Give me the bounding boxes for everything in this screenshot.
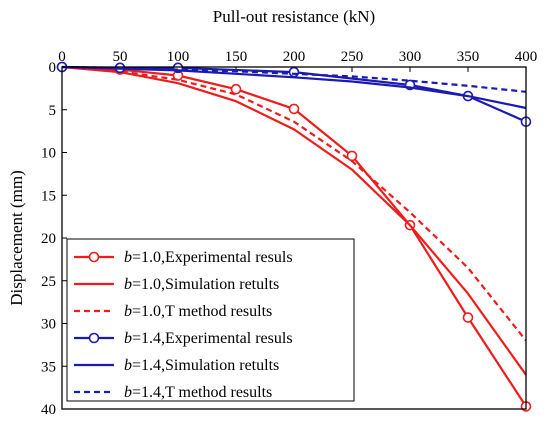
legend-label: b=1.4,T method results bbox=[124, 384, 272, 401]
legend-label: b=1.4,Simulation retults bbox=[124, 357, 279, 374]
legend-label-symbol: b bbox=[124, 303, 132, 320]
legend-label-text: =1.4,Simulation retults bbox=[132, 357, 279, 374]
legend-label-symbol: b bbox=[124, 330, 132, 347]
x-tick-label: 350 bbox=[457, 49, 480, 65]
legend-label-text: =1.4,T method results bbox=[132, 384, 272, 401]
x-axis-title: Pull-out resistance (kN) bbox=[213, 7, 375, 26]
y-tick-label: 15 bbox=[41, 188, 56, 204]
data-point bbox=[462, 312, 474, 323]
x-tick-label: 50 bbox=[113, 49, 128, 65]
data-point bbox=[288, 103, 300, 115]
data-point bbox=[230, 83, 242, 95]
y-tick-label: 30 bbox=[41, 317, 56, 333]
legend-label-symbol: b bbox=[124, 249, 132, 266]
legend-label-symbol: b bbox=[124, 384, 132, 401]
legend-label-text: =1.0,Experimental resuls bbox=[132, 249, 293, 266]
y-tick-label: 5 bbox=[49, 103, 57, 119]
series-line-1 bbox=[61, 65, 527, 376]
x-tick-label: 150 bbox=[225, 49, 248, 65]
legend-box bbox=[66, 238, 355, 402]
y-tick-label: 25 bbox=[41, 274, 56, 290]
x-tick-label: 200 bbox=[283, 49, 306, 65]
series-line-5 bbox=[61, 65, 527, 93]
x-tick-label: 300 bbox=[399, 49, 422, 65]
data-point bbox=[288, 66, 300, 78]
x-tick-label: 100 bbox=[167, 49, 190, 65]
legend-label-symbol: b bbox=[124, 357, 132, 374]
y-tick-label: 10 bbox=[41, 146, 56, 162]
legend-label: b=1.4,Experimental resuls bbox=[124, 330, 293, 347]
x-tick-label: 400 bbox=[515, 49, 538, 65]
y-tick-label: 35 bbox=[41, 359, 56, 375]
legend-marker bbox=[88, 251, 100, 263]
legend: b=1.0,Experimental resulsb=1.0,Simulatio… bbox=[66, 238, 355, 402]
y-axis-title: Displacement (mm) bbox=[7, 170, 26, 306]
legend-label: b=1.0,Experimental resuls bbox=[124, 249, 293, 266]
tick-labels: 0 50 100 150 200 250 300 350 400 0 5 10 15 20 25 30 35 40 bbox=[41, 49, 537, 418]
y-tick-label: 0 bbox=[49, 60, 57, 76]
y-tick-label: 40 bbox=[41, 402, 56, 418]
legend-label-text: =1.0,Simulation retults bbox=[132, 276, 279, 293]
x-tick-label: 250 bbox=[341, 49, 364, 65]
legend-marker bbox=[88, 332, 100, 344]
plot-frame bbox=[61, 66, 527, 410]
legend-label-symbol: b bbox=[124, 276, 132, 293]
legend-label: b=1.0,Simulation retults bbox=[124, 276, 279, 293]
legend-label: b=1.0,T method results bbox=[124, 303, 272, 320]
data-point bbox=[346, 150, 358, 162]
series-layer bbox=[56, 61, 532, 412]
series-line-4 bbox=[61, 65, 527, 110]
series-line-2 bbox=[61, 65, 527, 342]
legend-label-text: =1.0,T method results bbox=[132, 303, 272, 320]
y-tick-label: 20 bbox=[41, 231, 56, 247]
legend-label-text: =1.4,Experimental resuls bbox=[132, 330, 293, 347]
x-tick-label: 0 bbox=[58, 49, 66, 65]
